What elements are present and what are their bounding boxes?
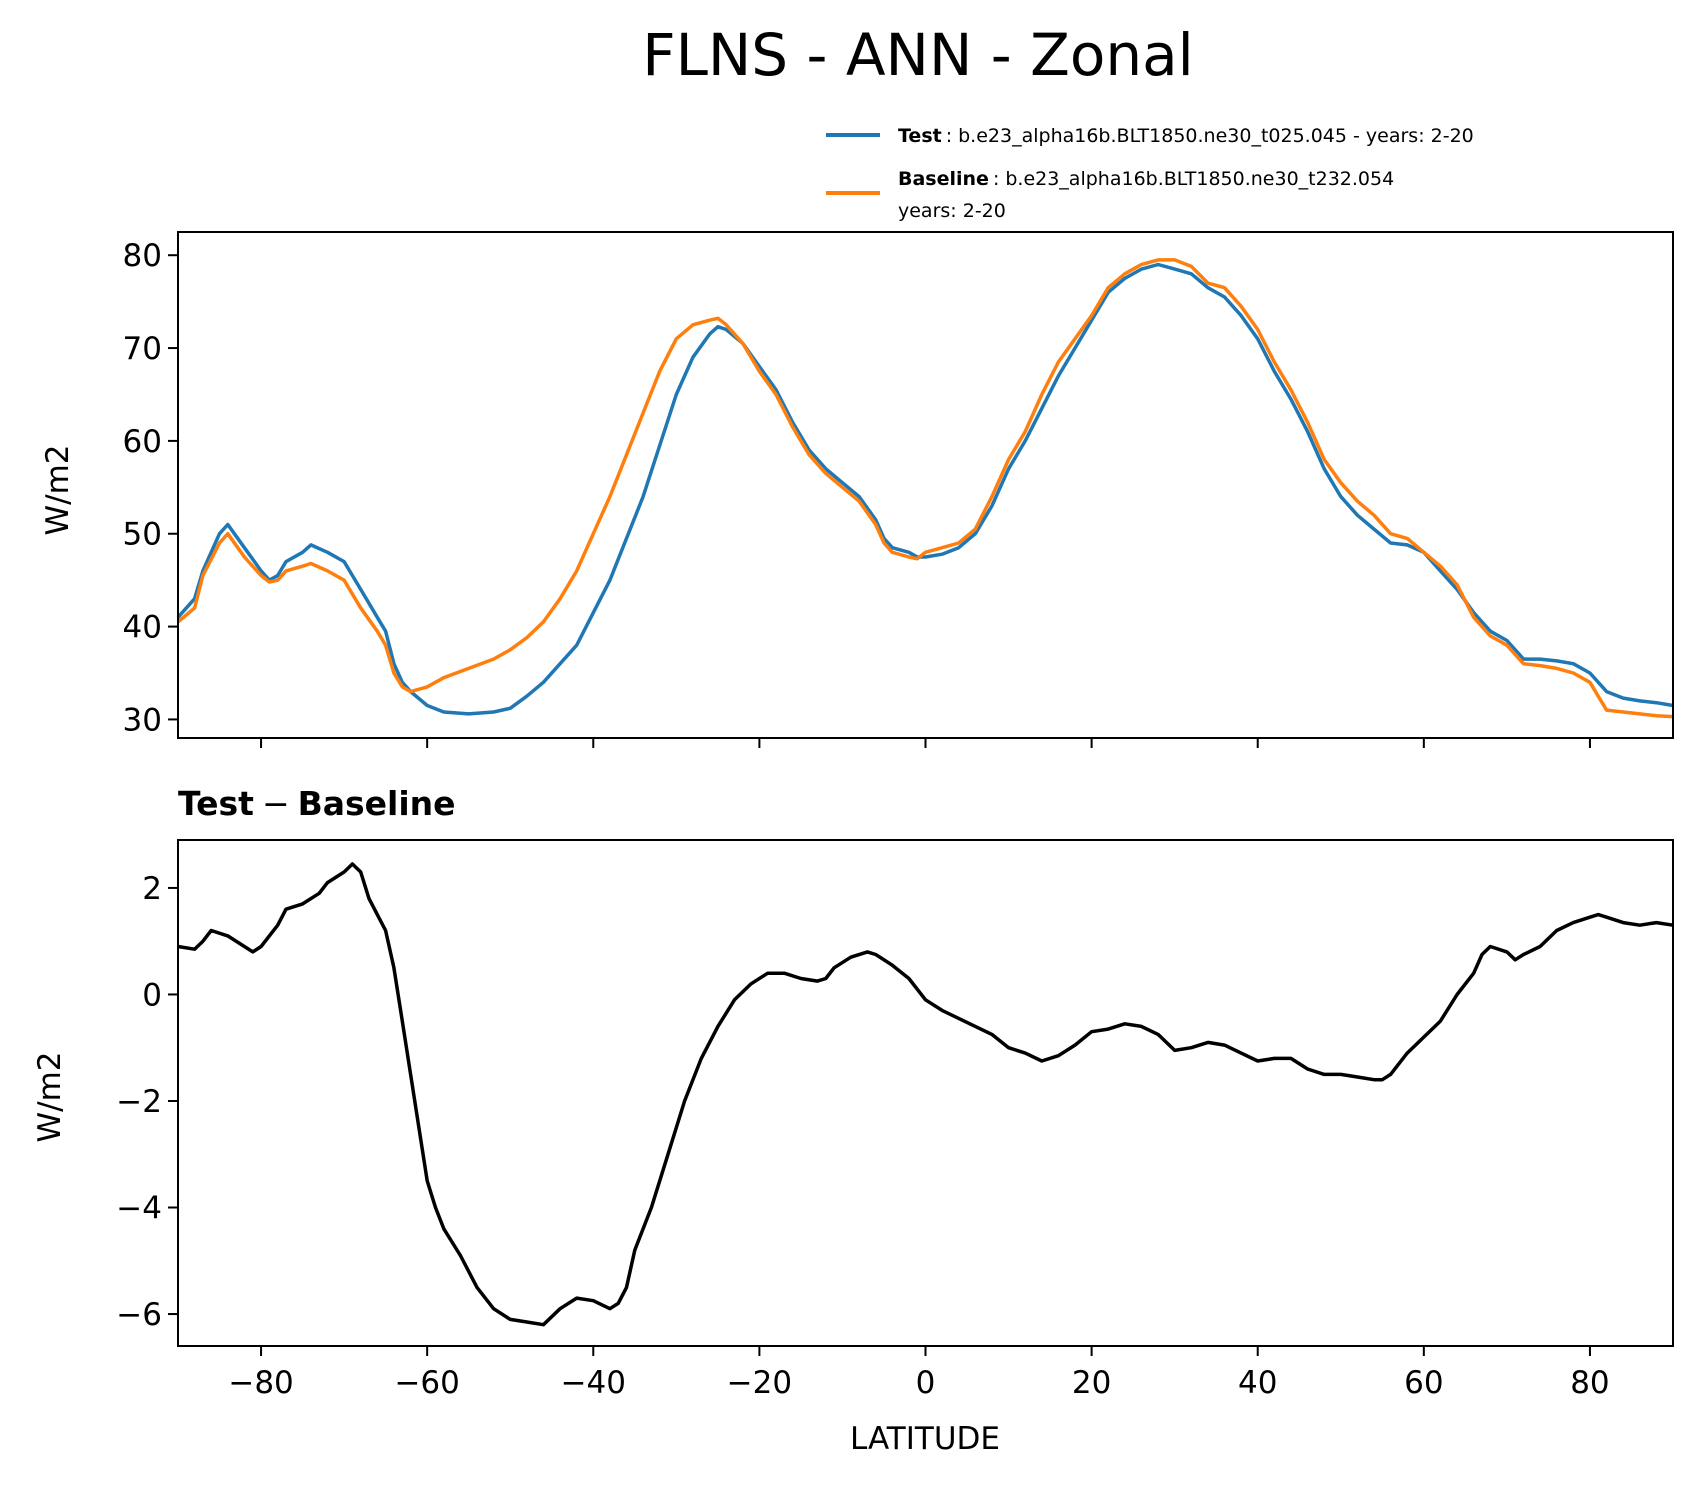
bottom-y-tick-label: −2: [116, 1084, 162, 1120]
top-y-ticks: 30 40 50 60 70 80: [123, 238, 178, 738]
top-y-tick-label: 70: [123, 331, 162, 367]
legend-sublabel-baseline: years: 2-20: [898, 200, 1006, 222]
legend-entry-baseline: Baseline: b.e23_alpha16b.BLT1850.ne30_t23…: [898, 168, 1394, 190]
bottom-y-tick-label: 0: [142, 977, 162, 1013]
bottom-y-tick-label: −6: [116, 1297, 162, 1333]
x-tick-label: −20: [727, 1365, 792, 1401]
top-series-lines: [176, 258, 1674, 719]
x-axis-label: LATITUDE: [850, 1421, 1000, 1457]
subtitle-baseline: Baseline: [298, 784, 456, 823]
bottom-y-ticks: 2 0 −2 −4 −6: [116, 871, 178, 1333]
bottom-y-axis-label: W/m2: [32, 1051, 68, 1142]
legend-name-test: Test: [898, 125, 942, 147]
bottom-axes-frame: [177, 839, 1674, 1347]
top-y-tick-label: 60: [123, 424, 162, 460]
bottom-series-line-difference: [177, 862, 1674, 1327]
x-tick-label: 80: [1570, 1365, 1609, 1401]
bottom-x-ticks: −80 −60 −40 −20 0 20 40 60 80: [228, 1346, 1610, 1401]
bottom-y-tick-label: 2: [142, 871, 162, 907]
legend-name-baseline: Baseline: [898, 168, 989, 190]
top-y-tick-label: 80: [123, 238, 162, 274]
x-tick-label: −60: [394, 1365, 459, 1401]
subtitle-test: Test: [178, 784, 254, 823]
top-x-ticks: [260, 738, 1591, 748]
panel-subtitle: Test − Baseline: [178, 784, 456, 823]
figure-title: FLNS - ANN - Zonal: [642, 21, 1194, 89]
x-tick-label: −80: [228, 1365, 293, 1401]
x-tick-label: 0: [916, 1365, 936, 1401]
panel-bottom: Test − Baseline −80 −60 −40 −20 0 20 40 60 80 20−2…: [32, 784, 1674, 1457]
bottom-y-tick-label: −4: [116, 1191, 162, 1227]
legend-label-baseline: b.e23_alpha16b.BLT1850.ne30_t232.054: [1005, 168, 1394, 190]
x-tick-label: −40: [561, 1365, 626, 1401]
bottom-series-lines: [177, 862, 1674, 1327]
legend-label-test: b.e23_alpha16b.BLT1850.ne30_t025.045 - y…: [958, 125, 1474, 147]
top-axes-frame: [177, 231, 1674, 739]
legend-entry-test: Test: b.e23_alpha16b.BLT1850.ne30_t025.04…: [898, 125, 1474, 147]
x-tick-label: 40: [1238, 1365, 1277, 1401]
x-tick-label: 60: [1404, 1365, 1443, 1401]
legend: Test: b.e23_alpha16b.BLT1850.ne30_t025.04…: [826, 125, 1474, 222]
top-y-tick-label: 30: [123, 702, 162, 738]
top-y-axis-label: W/m2: [40, 444, 76, 535]
top-y-tick-label: 50: [123, 517, 162, 553]
top-series-line-test: [176, 262, 1674, 716]
top-y-tick-label: 40: [123, 610, 162, 646]
x-tick-label: 20: [1072, 1365, 1111, 1401]
top-series-line-baseline: [176, 258, 1674, 719]
panel-top: 30 40 50 60 70 80 W/m2: [40, 231, 1674, 748]
subtitle-minus: −: [262, 784, 290, 823]
